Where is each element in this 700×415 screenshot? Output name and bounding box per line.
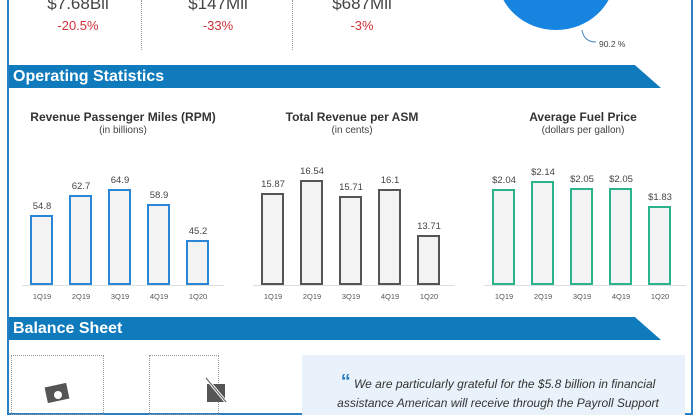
bar — [492, 189, 515, 285]
data-label: 13.71 — [417, 220, 441, 232]
chart-baseline — [253, 285, 455, 286]
kpi-value: $147Mil — [188, 0, 248, 13]
section-header-balance: Balance Sheet — [9, 317, 661, 340]
quote-mark-icon: “ — [340, 371, 351, 393]
pie-leader-line — [581, 29, 597, 43]
chart-subtitle: (dollars per gallon) — [541, 125, 625, 136]
data-label: $2.05 — [570, 174, 594, 186]
kpi-change: -33% — [202, 18, 234, 33]
x-tick-label: 3Q19 — [572, 292, 592, 301]
x-tick-label: 4Q19 — [611, 292, 631, 301]
kpi-change: -3% — [350, 18, 374, 33]
bar — [609, 188, 632, 285]
data-label: 15.71 — [339, 182, 363, 194]
data-label: $2.14 — [531, 167, 555, 178]
divider — [141, 0, 142, 50]
divider — [292, 0, 293, 50]
bar — [300, 180, 323, 285]
data-label: 16.54 — [300, 166, 324, 178]
data-label: $2.04 — [492, 175, 516, 186]
bar — [186, 239, 209, 285]
chart-title: Revenue Passenger Miles (RPM) — [30, 110, 216, 124]
x-tick-label: 1Q19 — [494, 292, 514, 301]
bar — [147, 204, 170, 285]
data-label: 45.2 — [188, 225, 208, 237]
bar — [648, 205, 671, 285]
chart-title: Average Fuel Price — [529, 110, 637, 124]
x-tick-label: 3Q19 — [110, 292, 130, 301]
data-label: 58.9 — [149, 190, 169, 202]
chart-subtitle: (in cents) — [331, 125, 373, 136]
x-tick-label: 1Q19 — [263, 292, 283, 301]
data-label: 16.1 — [380, 174, 400, 186]
data-label: 15.87 — [261, 179, 285, 191]
chart-baseline — [22, 285, 224, 286]
x-tick-label: 1Q20 — [419, 292, 439, 301]
chart-subtitle: (in billions) — [99, 125, 147, 136]
bar — [339, 196, 362, 285]
no-card-icon — [204, 377, 228, 402]
quote-text: We are particularly grateful for the $5.… — [337, 377, 659, 410]
x-tick-label: 4Q19 — [149, 292, 169, 301]
pie-label: 90.2 % — [599, 39, 626, 49]
x-tick-label: 2Q19 — [302, 292, 322, 301]
bar — [378, 188, 401, 285]
bar — [531, 181, 554, 285]
data-label: 64.9 — [110, 174, 130, 186]
x-tick-label: 3Q19 — [341, 292, 361, 301]
x-tick-label: 1Q20 — [188, 292, 208, 301]
chart-title: Total Revenue per ASM — [285, 110, 419, 124]
x-tick-label: 2Q19 — [533, 292, 553, 301]
bar — [261, 193, 284, 285]
quote-box: “ We are particularly grateful for the $… — [302, 355, 685, 415]
kpi-value: $687Mil — [332, 0, 392, 13]
x-tick-label: 1Q19 — [32, 292, 52, 301]
data-label: $1.83 — [648, 191, 672, 203]
x-tick-label: 4Q19 — [380, 292, 400, 301]
x-tick-label: 1Q20 — [650, 292, 670, 301]
data-label: 54.8 — [32, 200, 52, 212]
data-label: 62.7 — [71, 180, 91, 192]
kpi-change: -20.5% — [57, 18, 99, 33]
kpi-value: $7.68Bil — [47, 0, 109, 13]
bar — [69, 194, 92, 285]
x-tick-label: 2Q19 — [71, 292, 91, 301]
bar — [570, 188, 593, 285]
section-header-operating: Operating Statistics — [9, 65, 661, 88]
balance-card — [149, 355, 228, 415]
bar — [30, 214, 53, 285]
bar — [417, 234, 440, 285]
chart-baseline — [484, 285, 686, 286]
data-label: $2.05 — [609, 174, 633, 186]
cash-icon — [44, 382, 70, 403]
bar — [108, 188, 131, 285]
balance-card — [11, 355, 104, 415]
